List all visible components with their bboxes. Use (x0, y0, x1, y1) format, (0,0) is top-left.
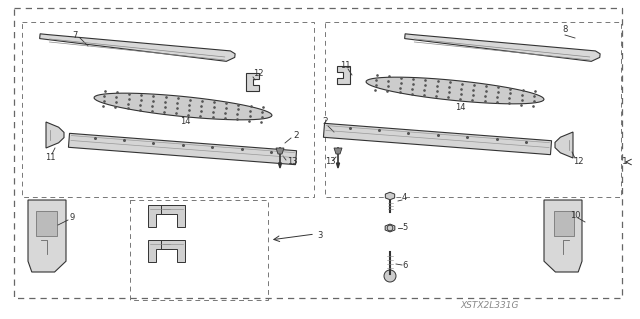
Polygon shape (385, 192, 395, 200)
Circle shape (384, 270, 396, 282)
Polygon shape (337, 163, 339, 168)
Polygon shape (404, 34, 600, 61)
Polygon shape (278, 163, 282, 168)
Text: 12: 12 (573, 158, 583, 167)
Polygon shape (385, 224, 395, 232)
Polygon shape (554, 211, 575, 236)
Text: 13: 13 (324, 158, 335, 167)
Bar (22, 22, 314, 197)
Polygon shape (148, 205, 172, 227)
Text: 2: 2 (293, 130, 299, 139)
Polygon shape (334, 148, 342, 154)
Text: 13: 13 (287, 158, 298, 167)
Polygon shape (94, 93, 272, 120)
Text: 7: 7 (72, 31, 77, 40)
Text: XSTX2L331G: XSTX2L331G (461, 300, 519, 309)
Text: 14: 14 (180, 117, 190, 127)
Text: 11: 11 (340, 61, 350, 70)
Text: 1: 1 (622, 158, 628, 167)
Text: 14: 14 (455, 103, 465, 113)
Polygon shape (148, 240, 172, 262)
Text: 5: 5 (402, 224, 407, 233)
Polygon shape (68, 133, 296, 165)
Text: 11: 11 (45, 153, 55, 162)
Text: 12: 12 (253, 69, 263, 78)
Text: 8: 8 (563, 26, 568, 34)
Text: 9: 9 (69, 213, 75, 222)
Polygon shape (366, 77, 544, 104)
Polygon shape (28, 200, 66, 272)
Polygon shape (40, 34, 235, 61)
Text: 4: 4 (402, 194, 407, 203)
Polygon shape (161, 240, 185, 262)
Text: 10: 10 (570, 211, 580, 219)
Polygon shape (46, 122, 64, 148)
Text: 2: 2 (322, 117, 328, 127)
Text: 6: 6 (402, 261, 408, 270)
Polygon shape (544, 200, 582, 272)
Polygon shape (555, 132, 573, 158)
Bar (130, 200, 268, 300)
Polygon shape (36, 211, 56, 236)
Polygon shape (337, 66, 350, 84)
Polygon shape (323, 123, 552, 155)
Polygon shape (246, 73, 259, 91)
Polygon shape (276, 148, 284, 154)
Polygon shape (161, 205, 185, 227)
Bar (325, 22, 621, 197)
Text: 3: 3 (317, 231, 323, 240)
